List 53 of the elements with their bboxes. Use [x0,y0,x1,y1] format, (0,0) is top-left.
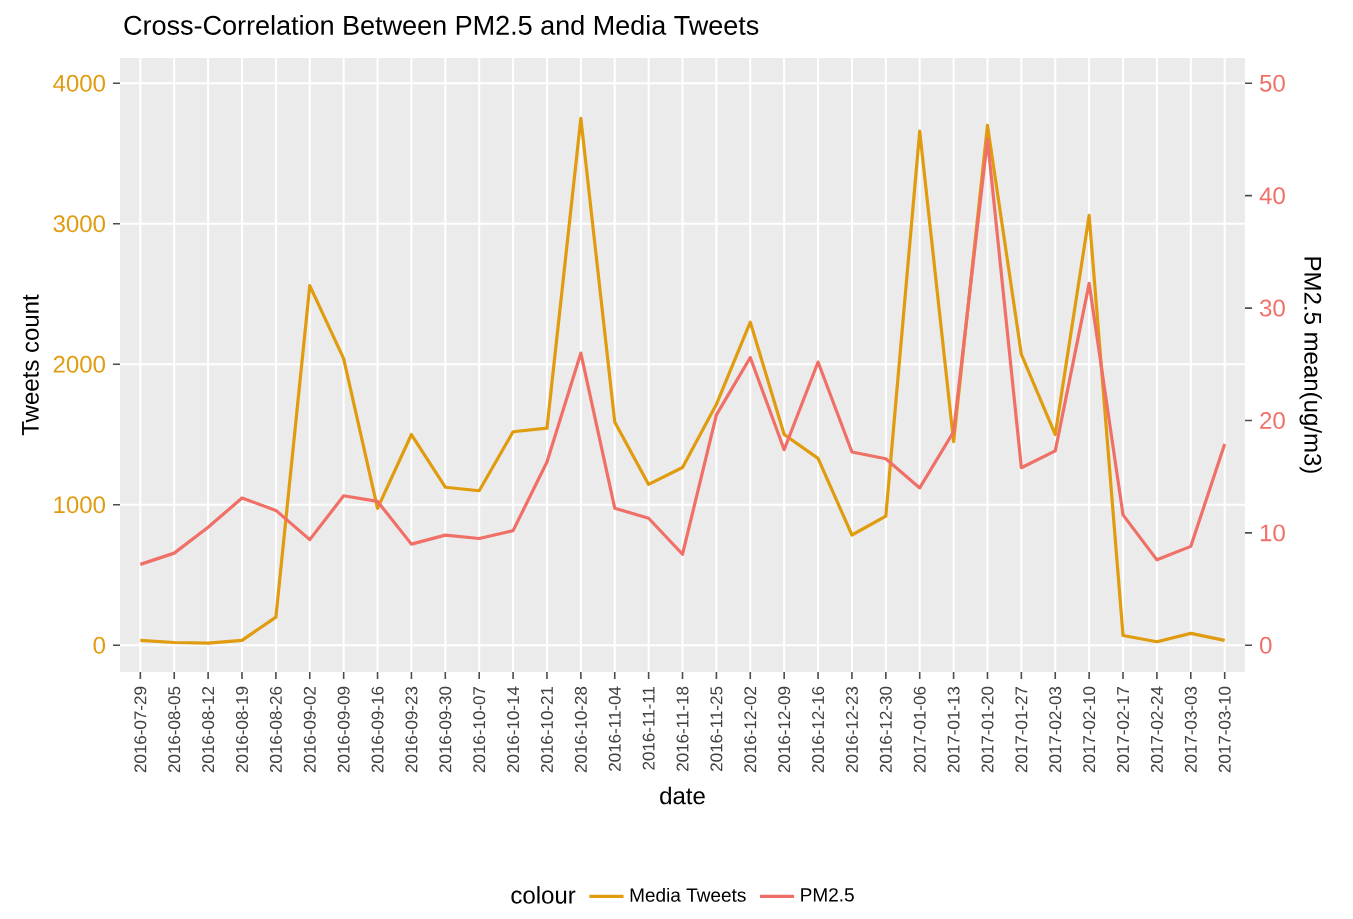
legend-title: colour [511,886,576,904]
x-tick-label: 2017-01-06 [913,686,926,773]
x-tick-label: 2016-10-14 [507,686,520,773]
x-tick-label: 2016-08-05 [168,686,181,773]
legend-label: PM2.5 [801,888,854,902]
chart-title: Cross-Correlation Between PM2.5 and Media Tweets [124,15,759,35]
line-series [138,116,1227,645]
y-tick-label: 0 [93,636,106,654]
y-tick-label: 1000 [54,496,105,514]
x-tick-label: 2016-11-25 [710,686,723,771]
x-tick-label: 2016-10-28 [574,686,587,773]
y-tick-label: 2000 [53,355,105,373]
x-tick-label: 2016-08-26 [269,686,282,773]
x-tick-label: 2017-03-10 [1218,686,1231,773]
x-tick-label: 2017-02-24 [1150,686,1163,773]
x-tick-label: 2016-12-09 [778,686,791,773]
y2-tick-label: 10 [1260,524,1285,542]
y2-tick-label: 50 [1260,74,1285,92]
y2-tick-label: 20 [1260,412,1285,429]
x-tick-label: 2016-10-07 [473,686,486,773]
x-tick-label: 2016-07-29 [134,686,147,773]
x-tick-label: 2016-12-23 [845,686,858,773]
x-tick-label: 2017-01-27 [1015,686,1028,773]
y2-axis-title: PM2.5 mean(ug/m3) [1299,257,1322,473]
x-tick-label: 2016-08-12 [202,686,215,773]
y2-tick-label: 30 [1259,299,1285,317]
x-tick-label: 2017-02-03 [1049,686,1062,773]
x-tick-label: 2016-09-09 [337,686,350,773]
x-tick-label: 2016-09-23 [405,686,418,773]
legend-label: Media Tweets [630,887,746,902]
x-tick-label: 2017-02-10 [1083,686,1096,773]
x-tick-label: 2016-09-16 [371,686,384,773]
y-axis-title: Tweets count [22,294,39,436]
x-tick-label: 2016-11-04 [608,686,621,771]
x-tick-label: 2017-02-17 [1117,686,1130,773]
x-tick-label: 2016-11-18 [676,686,689,771]
x-tick-label: 2017-01-13 [947,686,960,773]
x-axis-title: date [660,786,705,805]
x-tick-label: 2016-12-02 [744,686,757,773]
x-tick-label: 2016-11-11 [642,686,655,770]
x-tick-label: 2016-08-19 [235,686,248,773]
x-tick-label: 2016-12-30 [879,686,892,773]
x-tick-label: 2017-01-20 [981,686,994,773]
y-tick-label: 3000 [53,215,105,233]
x-tick-label: 2016-09-02 [303,686,316,773]
x-tick-label: 2016-12-16 [812,686,825,773]
line-series [138,137,1227,566]
x-tick-label: 2017-03-03 [1184,686,1197,773]
y-tick-label: 4000 [53,74,105,92]
x-tick-label: 2016-10-21 [540,686,553,773]
y2-tick-label: 0 [1260,636,1272,654]
x-tick-label: 2016-09-30 [439,686,452,773]
y2-tick-label: 40 [1259,187,1285,205]
